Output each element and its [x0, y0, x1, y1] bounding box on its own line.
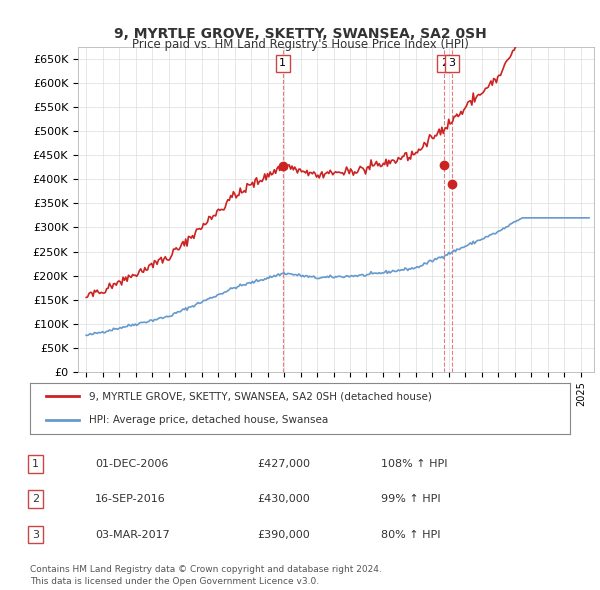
Text: £390,000: £390,000	[257, 530, 310, 539]
Text: 2: 2	[32, 494, 39, 504]
Text: 2: 2	[441, 58, 448, 68]
Text: 03-MAR-2017: 03-MAR-2017	[95, 530, 170, 539]
Text: 01-DEC-2006: 01-DEC-2006	[95, 459, 168, 468]
Text: Contains HM Land Registry data © Crown copyright and database right 2024.: Contains HM Land Registry data © Crown c…	[30, 565, 382, 574]
Text: 16-SEP-2016: 16-SEP-2016	[95, 494, 166, 504]
Text: 3: 3	[448, 58, 455, 68]
Text: £427,000: £427,000	[257, 459, 310, 468]
Text: 9, MYRTLE GROVE, SKETTY, SWANSEA, SA2 0SH: 9, MYRTLE GROVE, SKETTY, SWANSEA, SA2 0S…	[113, 27, 487, 41]
Text: £430,000: £430,000	[257, 494, 310, 504]
Text: 80% ↑ HPI: 80% ↑ HPI	[381, 530, 440, 539]
Text: 1: 1	[279, 58, 286, 68]
Text: 3: 3	[32, 530, 39, 539]
Text: 108% ↑ HPI: 108% ↑ HPI	[381, 459, 448, 468]
Text: This data is licensed under the Open Government Licence v3.0.: This data is licensed under the Open Gov…	[30, 577, 319, 586]
Text: HPI: Average price, detached house, Swansea: HPI: Average price, detached house, Swan…	[89, 415, 329, 425]
Text: 1: 1	[32, 459, 39, 468]
Text: 9, MYRTLE GROVE, SKETTY, SWANSEA, SA2 0SH (detached house): 9, MYRTLE GROVE, SKETTY, SWANSEA, SA2 0S…	[89, 391, 432, 401]
Text: Price paid vs. HM Land Registry's House Price Index (HPI): Price paid vs. HM Land Registry's House …	[131, 38, 469, 51]
Text: 99% ↑ HPI: 99% ↑ HPI	[381, 494, 440, 504]
